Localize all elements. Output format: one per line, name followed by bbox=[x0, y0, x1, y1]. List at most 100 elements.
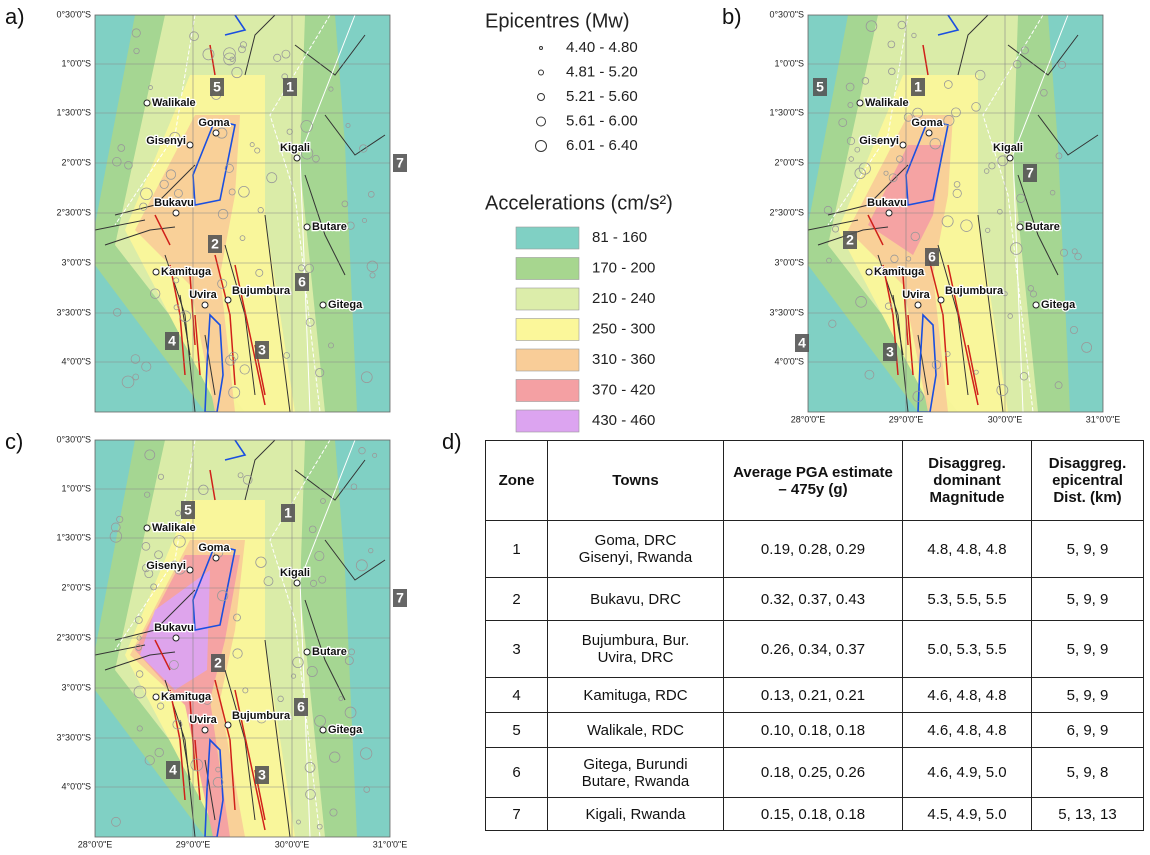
town-marker bbox=[866, 269, 872, 275]
town-label: Goma bbox=[911, 117, 943, 129]
zone-number: 2 bbox=[846, 232, 854, 248]
table-cell: 5, 9, 8 bbox=[1032, 748, 1144, 798]
town-label: Bukavu bbox=[154, 622, 194, 634]
town-marker bbox=[294, 155, 300, 161]
lat-tick-label: 1°30'0"S bbox=[56, 532, 91, 542]
town-marker bbox=[926, 130, 932, 136]
lat-tick-label: 0°30'0"S bbox=[56, 434, 91, 444]
zone-number: 1 bbox=[284, 505, 292, 521]
legend-swatch bbox=[516, 410, 579, 432]
town-label: Gitega bbox=[328, 724, 363, 736]
legend-label: 250 - 300 bbox=[592, 320, 655, 337]
table-cell: 5, 13, 13 bbox=[1032, 798, 1144, 831]
town-label: Walikale bbox=[865, 97, 909, 109]
town-marker bbox=[1033, 302, 1039, 308]
header-cell: Average PGA estimate – 475y (g) bbox=[724, 441, 903, 521]
table-cell: 5.3, 5.5, 5.5 bbox=[903, 578, 1032, 621]
lon-tick-label: 29°0'0"E bbox=[889, 414, 924, 424]
town-label: Butare bbox=[312, 221, 347, 233]
lat-tick-label: 2°30'0"S bbox=[769, 207, 804, 217]
table-row: 3Bujumbura, Bur. Uvira, DRC0.26, 0.34, 0… bbox=[486, 621, 1144, 678]
panel-label: a) bbox=[5, 4, 25, 29]
town-marker bbox=[153, 694, 159, 700]
table-cell: 6, 9, 9 bbox=[1032, 713, 1144, 748]
lat-tick-label: 2°0'0"S bbox=[61, 157, 91, 167]
lon-tick-label: 29°0'0"E bbox=[176, 839, 211, 849]
table-cell: 5 bbox=[486, 713, 548, 748]
town-label: Uvira bbox=[902, 289, 930, 301]
town-label: Bukavu bbox=[154, 197, 194, 209]
table-cell: 6 bbox=[486, 748, 548, 798]
lat-tick-label: 2°30'0"S bbox=[56, 207, 91, 217]
legend-symbol bbox=[536, 141, 547, 152]
lon-tick-label: 31°0'0"E bbox=[373, 839, 408, 849]
table-cell: 4.6, 4.8, 4.8 bbox=[903, 678, 1032, 713]
legend-label: 430 - 460 bbox=[592, 412, 655, 429]
legend-swatch bbox=[516, 319, 579, 341]
table-cell: 4.8, 4.8, 4.8 bbox=[903, 521, 1032, 578]
town-marker bbox=[202, 302, 208, 308]
zone-number: 1 bbox=[286, 79, 294, 95]
table-cell: 4 bbox=[486, 678, 548, 713]
legend-symbol bbox=[540, 47, 543, 50]
legend-symbol bbox=[537, 117, 546, 126]
town-label: Kigali bbox=[280, 567, 310, 579]
town-marker bbox=[187, 567, 193, 573]
town-marker bbox=[915, 302, 921, 308]
town-label: Butare bbox=[1025, 221, 1060, 233]
legend-label: 81 - 160 bbox=[592, 229, 647, 246]
lat-tick-label: 4°0'0"S bbox=[61, 356, 91, 366]
legend-label: 4.81 - 5.20 bbox=[566, 63, 638, 80]
map-panel: 0°30'0"S1°0'0"S1°30'0"S2°0'0"S2°30'0"S3°… bbox=[56, 9, 407, 412]
legend-label: 5.61 - 6.00 bbox=[566, 112, 638, 129]
table-cell: 0.13, 0.21, 0.21 bbox=[724, 678, 903, 713]
zone-number: 3 bbox=[258, 767, 266, 783]
town-label: Bujumbura bbox=[945, 285, 1004, 297]
lat-tick-label: 1°30'0"S bbox=[769, 107, 804, 117]
zone-number: 6 bbox=[297, 699, 305, 715]
town-label: Walikale bbox=[152, 522, 196, 534]
town-label: Kigali bbox=[280, 142, 310, 154]
town-label: Walikale bbox=[152, 97, 196, 109]
header-cell: Disaggreg. epicentral Dist. (km) bbox=[1032, 441, 1144, 521]
town-label: Bujumbura bbox=[232, 285, 291, 297]
legend-label: 310 - 360 bbox=[592, 351, 655, 368]
town-label: Bujumbura bbox=[232, 710, 291, 722]
legend-swatch bbox=[516, 349, 579, 371]
header-cell: Towns bbox=[548, 441, 724, 521]
table-cell: 0.19, 0.28, 0.29 bbox=[724, 521, 903, 578]
legend-swatch bbox=[516, 380, 579, 402]
town-label: Gisenyi bbox=[859, 135, 899, 147]
lat-tick-label: 1°0'0"S bbox=[61, 58, 91, 68]
table-row: 2Bukavu, DRC0.32, 0.37, 0.435.3, 5.5, 5.… bbox=[486, 578, 1144, 621]
table-cell: Kamituga, RDC bbox=[548, 678, 724, 713]
zone-number: 2 bbox=[211, 236, 219, 252]
lat-tick-label: 1°30'0"S bbox=[56, 107, 91, 117]
town-marker bbox=[213, 555, 219, 561]
town-marker bbox=[938, 297, 944, 303]
legend-label: 6.01 - 6.40 bbox=[566, 137, 638, 154]
lon-tick-label: 28°0'0"E bbox=[791, 414, 826, 424]
legend-swatch bbox=[516, 227, 579, 249]
lat-tick-label: 0°30'0"S bbox=[56, 9, 91, 19]
town-marker bbox=[304, 649, 310, 655]
lat-tick-label: 1°0'0"S bbox=[61, 483, 91, 493]
zone-number: 5 bbox=[184, 502, 192, 518]
table-row: 1Goma, DRC Gisenyi, Rwanda0.19, 0.28, 0.… bbox=[486, 521, 1144, 578]
legend-label: 210 - 240 bbox=[592, 290, 655, 307]
town-label: Gitega bbox=[328, 299, 363, 311]
lon-tick-label: 31°0'0"E bbox=[1086, 414, 1121, 424]
zone-number: 4 bbox=[169, 762, 177, 778]
town-marker bbox=[294, 580, 300, 586]
legend-label: 4.40 - 4.80 bbox=[566, 39, 638, 56]
town-marker bbox=[225, 297, 231, 303]
town-marker bbox=[900, 142, 906, 148]
lat-tick-label: 1°0'0"S bbox=[774, 58, 804, 68]
town-marker bbox=[886, 210, 892, 216]
town-label: Bukavu bbox=[867, 197, 907, 209]
table-cell: 0.18, 0.25, 0.26 bbox=[724, 748, 903, 798]
lat-tick-label: 4°0'0"S bbox=[61, 781, 91, 791]
map-panel: 0°30'0"S1°0'0"S1°30'0"S2°0'0"S2°30'0"S3°… bbox=[56, 434, 407, 849]
zone-number: 7 bbox=[396, 590, 404, 606]
town-label: Butare bbox=[312, 646, 347, 658]
